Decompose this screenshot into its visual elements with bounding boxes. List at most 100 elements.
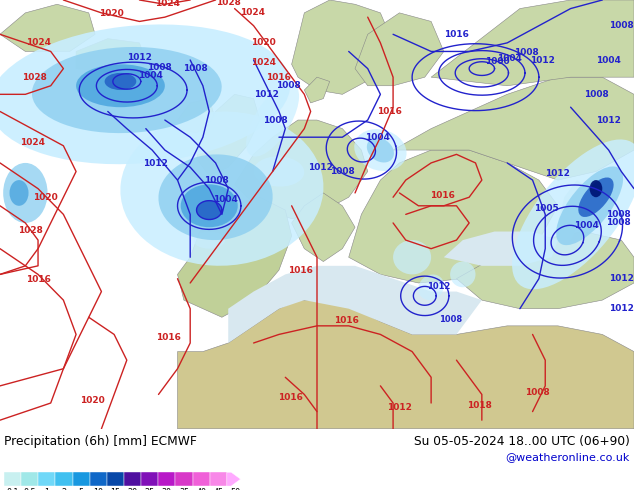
Text: 1008: 1008 (609, 21, 634, 30)
Ellipse shape (76, 64, 165, 107)
Polygon shape (178, 98, 216, 133)
Text: 1008: 1008 (183, 64, 208, 73)
Text: Precipitation (6h) [mm] ECMWF: Precipitation (6h) [mm] ECMWF (4, 435, 197, 448)
Polygon shape (444, 232, 558, 266)
Bar (124, 472, 141, 486)
Text: 1016: 1016 (278, 392, 303, 401)
Ellipse shape (354, 129, 406, 171)
Bar (4, 472, 21, 486)
Text: 1012: 1012 (530, 55, 555, 65)
Text: 1012: 1012 (596, 116, 621, 124)
Ellipse shape (120, 112, 323, 266)
Text: 1008: 1008 (525, 388, 550, 397)
Text: 5: 5 (79, 488, 84, 490)
Ellipse shape (512, 140, 634, 289)
Polygon shape (355, 13, 444, 86)
Ellipse shape (367, 138, 394, 163)
Bar (176, 472, 193, 486)
Text: 1012: 1012 (307, 163, 333, 172)
Text: 1008: 1008 (605, 219, 631, 227)
Text: Su 05-05-2024 18..00 UTC (06+90): Su 05-05-2024 18..00 UTC (06+90) (414, 435, 630, 448)
Text: 1008: 1008 (263, 116, 288, 124)
Polygon shape (197, 94, 260, 176)
Ellipse shape (556, 167, 623, 245)
Bar (90, 472, 107, 486)
Text: 1012: 1012 (545, 169, 571, 178)
Text: 1000: 1000 (485, 57, 509, 66)
Polygon shape (178, 197, 292, 318)
Text: 1012: 1012 (427, 282, 450, 291)
Text: 1016: 1016 (288, 266, 313, 274)
Polygon shape (456, 232, 634, 309)
Text: 1028: 1028 (216, 0, 241, 7)
Text: 1016: 1016 (155, 333, 181, 342)
Ellipse shape (254, 156, 304, 187)
Text: 20: 20 (127, 488, 138, 490)
Text: 1020: 1020 (33, 193, 58, 202)
Text: 1008: 1008 (204, 176, 230, 185)
Polygon shape (393, 77, 634, 180)
Text: 1008: 1008 (514, 48, 539, 57)
Text: 0.1: 0.1 (6, 488, 19, 490)
Text: 1016: 1016 (444, 30, 469, 39)
Ellipse shape (181, 184, 238, 227)
Ellipse shape (105, 73, 136, 90)
Text: 1024: 1024 (20, 138, 46, 147)
Bar (55, 472, 72, 486)
Text: 1008: 1008 (439, 315, 462, 324)
Ellipse shape (10, 180, 29, 206)
Ellipse shape (418, 274, 444, 300)
Text: 25: 25 (145, 488, 155, 490)
Text: 1012: 1012 (143, 159, 168, 168)
Text: 1020: 1020 (98, 9, 124, 18)
Text: 1012: 1012 (609, 274, 634, 283)
Text: 1016: 1016 (333, 316, 359, 325)
Text: 1020: 1020 (250, 38, 276, 48)
Text: 15: 15 (110, 488, 120, 490)
Text: 1018: 1018 (467, 401, 492, 410)
Text: 10: 10 (93, 488, 103, 490)
Text: 1004: 1004 (574, 220, 599, 230)
Polygon shape (0, 4, 95, 51)
Polygon shape (292, 0, 393, 94)
Text: 1005: 1005 (534, 204, 559, 213)
Text: @weatheronline.co.uk: @weatheronline.co.uk (506, 452, 630, 463)
Text: 1004: 1004 (365, 133, 390, 142)
Bar (193, 472, 210, 486)
Ellipse shape (246, 83, 299, 157)
Polygon shape (558, 180, 590, 240)
Text: 1004: 1004 (596, 55, 621, 65)
Text: 1008: 1008 (276, 81, 301, 90)
Text: 1024: 1024 (240, 8, 265, 17)
Text: 1012: 1012 (609, 304, 634, 313)
Ellipse shape (158, 154, 273, 240)
Ellipse shape (32, 47, 222, 133)
Text: 2: 2 (61, 488, 67, 490)
Text: 1024: 1024 (155, 0, 181, 8)
Ellipse shape (578, 177, 614, 217)
Text: 1004: 1004 (497, 54, 522, 63)
Text: 1008: 1008 (147, 63, 172, 72)
Text: 30: 30 (162, 488, 172, 490)
Text: 1016: 1016 (430, 191, 455, 199)
Ellipse shape (3, 163, 48, 223)
Text: 1: 1 (44, 488, 49, 490)
Text: 1024: 1024 (250, 58, 276, 67)
Text: 40: 40 (196, 488, 206, 490)
Text: 1016: 1016 (266, 73, 292, 82)
Polygon shape (228, 266, 482, 343)
Bar (72, 472, 90, 486)
Polygon shape (76, 39, 146, 73)
Bar (38, 472, 55, 486)
Bar (158, 472, 176, 486)
Bar (210, 472, 227, 486)
Text: 1024: 1024 (25, 38, 51, 48)
Text: 1008: 1008 (583, 90, 609, 99)
Text: 1004: 1004 (212, 195, 238, 204)
Text: 1020: 1020 (79, 396, 105, 405)
Bar (107, 472, 124, 486)
Text: 50: 50 (230, 488, 240, 490)
Text: 1012: 1012 (387, 403, 412, 412)
Text: 0.5: 0.5 (23, 488, 36, 490)
Text: 1008: 1008 (330, 167, 355, 176)
